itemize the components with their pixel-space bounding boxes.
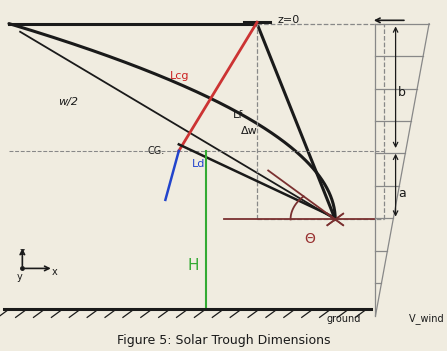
Text: H: H (188, 258, 199, 273)
Text: V_wind (z) = 2.143: V_wind (z) = 2.143 (409, 313, 447, 324)
Text: ground: ground (326, 314, 361, 324)
Text: Figure 5: Solar Trough Dimensions: Figure 5: Solar Trough Dimensions (117, 335, 330, 347)
Text: Θ: Θ (304, 232, 315, 246)
Text: a: a (398, 187, 405, 200)
Text: z: z (20, 247, 25, 257)
Text: Lf: Lf (232, 110, 243, 120)
Text: z=0: z=0 (277, 15, 299, 25)
Text: w/2: w/2 (58, 97, 78, 107)
Text: x: x (51, 267, 57, 277)
Text: Δw: Δw (241, 126, 258, 136)
Text: CG.: CG. (148, 146, 165, 156)
Text: b: b (398, 86, 406, 99)
Text: Ld: Ld (192, 159, 206, 169)
Text: y: y (17, 272, 23, 282)
Text: Lcg: Lcg (170, 71, 190, 81)
